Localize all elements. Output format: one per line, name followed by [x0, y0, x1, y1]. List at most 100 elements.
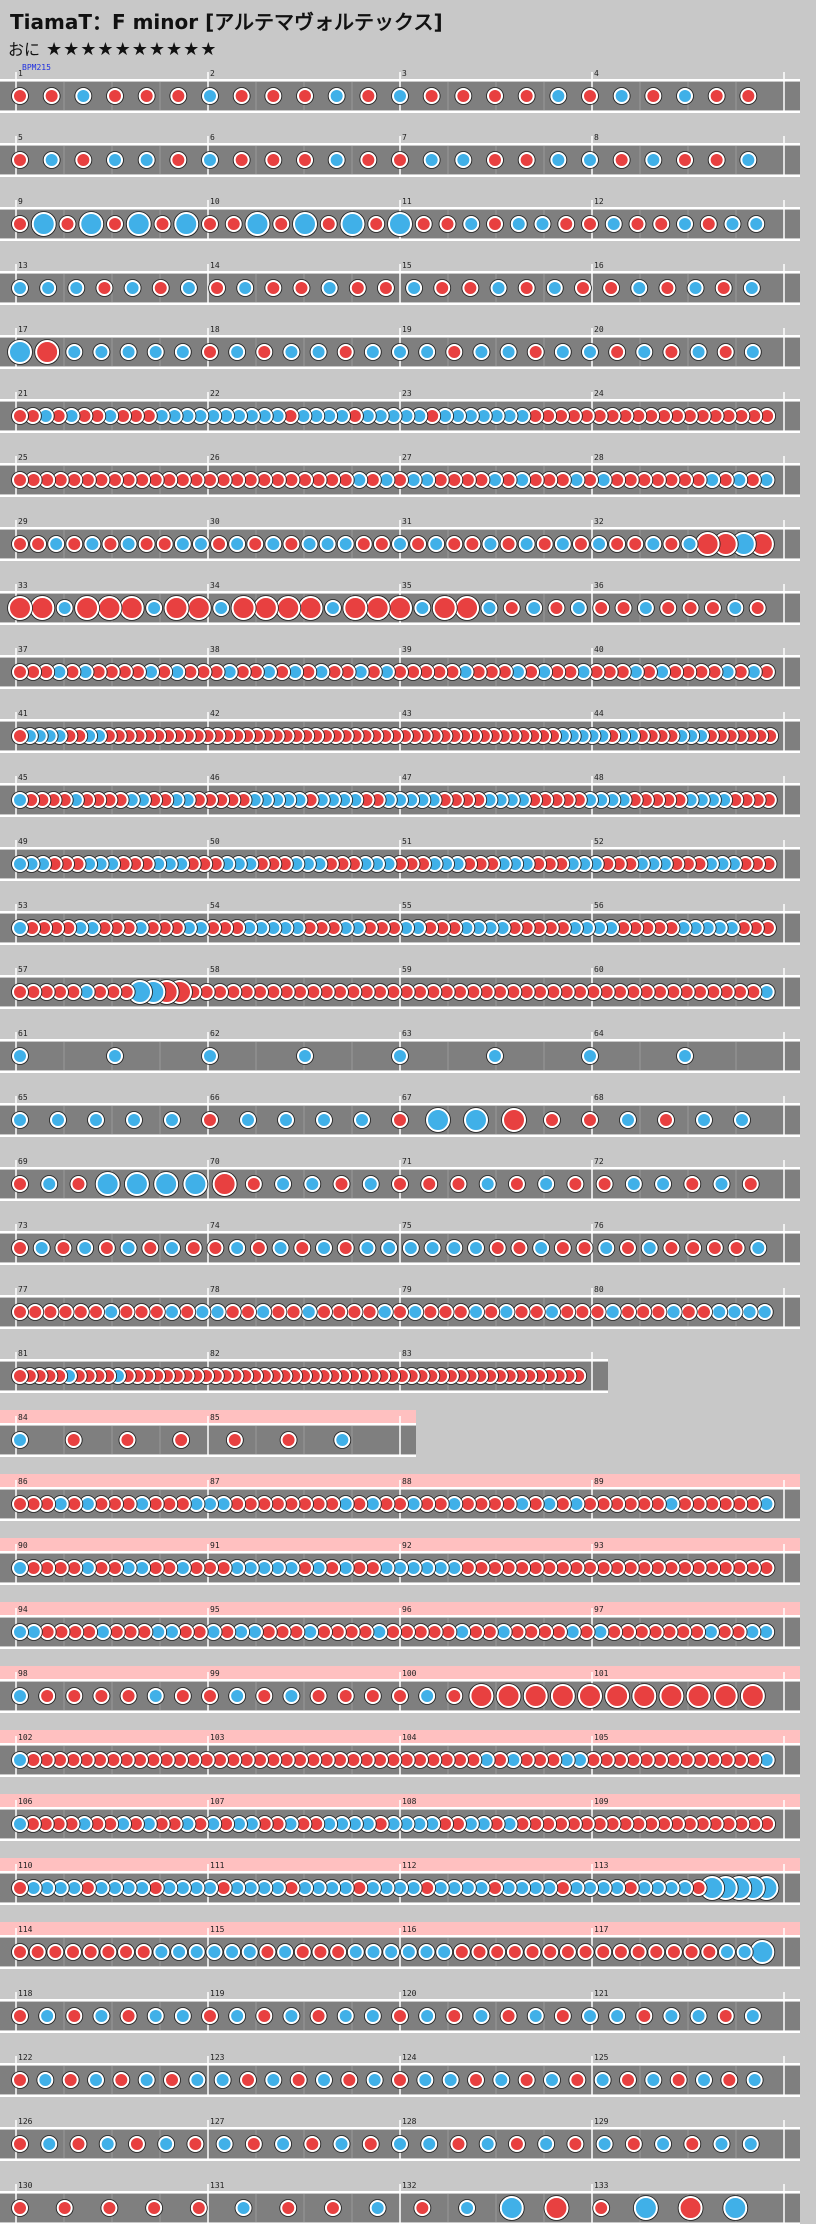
- chart-row: 57 58 59 60: [0, 965, 800, 1009]
- ka-note: [645, 152, 662, 168]
- note-outline: [74, 595, 100, 621]
- note-outline: [498, 2195, 525, 2221]
- note-outline: [327, 87, 346, 105]
- note-outline: [137, 87, 156, 105]
- note-outline: [134, 1943, 153, 1961]
- don-note: [225, 216, 242, 232]
- note-outline: [445, 1687, 464, 1705]
- ka-note: [150, 1624, 167, 1640]
- note-outline: [173, 343, 192, 361]
- measure-number: 52: [594, 837, 604, 846]
- note-outline: [201, 1111, 219, 1129]
- ka-note: [233, 1624, 250, 1640]
- measure-number: 55: [402, 901, 412, 910]
- note-outline: [173, 2007, 192, 2025]
- ka-note: [8, 340, 32, 364]
- note-outline: [654, 2135, 672, 2153]
- don-note: [392, 2072, 408, 2088]
- note-outline: [119, 1239, 138, 1257]
- measure-number: 11: [402, 197, 412, 206]
- don-note: [209, 280, 226, 296]
- don-note: [66, 1688, 83, 1704]
- note-outline: [626, 535, 645, 553]
- don-note: [164, 2072, 180, 2088]
- don-note: [337, 1688, 354, 1704]
- note-outline: [157, 2135, 176, 2153]
- don-note: [508, 2136, 525, 2152]
- ka-note: [39, 2008, 56, 2024]
- ka-note: [138, 152, 155, 168]
- note-outline: [353, 1111, 371, 1129]
- ka-note: [756, 1304, 773, 1320]
- ka-note: [748, 216, 765, 232]
- ka-note: [417, 2072, 434, 2088]
- ka-note: [544, 2072, 560, 2088]
- don-note: [544, 1112, 560, 1128]
- don-note: [202, 1112, 218, 1128]
- ka-note: [359, 1240, 376, 1256]
- ka-note: [138, 2072, 155, 2088]
- ka-note: [154, 1172, 179, 1196]
- ka-note: [570, 600, 587, 616]
- ka-note: [88, 2072, 104, 2088]
- don-note: [96, 280, 113, 296]
- note-outline: [581, 151, 599, 169]
- note-outline: [594, 1943, 613, 1961]
- don-note: [633, 1624, 650, 1640]
- note-outline: [364, 1943, 383, 1961]
- ka-note: [337, 2008, 354, 2024]
- note-outline: [418, 2007, 437, 2025]
- note-outline: [64, 1431, 83, 1449]
- don-note: [65, 1432, 82, 1448]
- note-outline: [11, 727, 29, 745]
- ka-note: [171, 1944, 188, 1960]
- don-note: [146, 2200, 163, 2216]
- note-outline: [486, 215, 504, 233]
- don-note: [207, 1240, 224, 1256]
- don-note: [721, 2072, 738, 2088]
- note-outline: [401, 1239, 420, 1257]
- ka-note: [645, 536, 662, 552]
- note-outline: [604, 1683, 631, 1709]
- ka-note: [734, 1112, 750, 1128]
- note-outline: [629, 1943, 648, 1961]
- note-outline: [125, 1111, 143, 1129]
- note-outline: [644, 151, 663, 169]
- note-outline: [445, 343, 464, 361]
- don-note: [256, 2008, 273, 2024]
- measure-number: 57: [18, 965, 28, 974]
- chart-row: 37 38 39 40: [0, 645, 800, 689]
- ka-note: [406, 280, 423, 296]
- ka-note: [328, 88, 345, 104]
- don-note: [670, 2072, 687, 2088]
- don-note: [212, 1172, 237, 1196]
- ka-note: [604, 1304, 621, 1320]
- don-note: [625, 2136, 642, 2152]
- don-note: [42, 1304, 59, 1320]
- ka-note: [324, 600, 341, 616]
- don-note: [93, 1688, 110, 1704]
- don-note: [392, 2008, 408, 2024]
- measure-number: 106: [18, 1797, 33, 1806]
- ka-note: [183, 1172, 208, 1196]
- note-outline: [11, 2071, 29, 2089]
- note-outline: [11, 2199, 29, 2217]
- measure-number: 24: [594, 389, 604, 398]
- measure-number: 72: [594, 1157, 604, 1166]
- don-note: [686, 1684, 711, 1708]
- ka-note: [364, 344, 381, 360]
- ka-note: [43, 152, 60, 168]
- note-outline: [236, 279, 255, 297]
- note-outline: [373, 535, 391, 553]
- note-outline: [123, 279, 142, 297]
- ka-note: [213, 600, 230, 616]
- note-outline: [413, 599, 432, 617]
- note-outline: [720, 2071, 739, 2089]
- don-note: [658, 1112, 674, 1128]
- ka-note: [237, 280, 254, 296]
- don-note: [12, 472, 28, 488]
- note-outline: [141, 1239, 160, 1257]
- note-outline: [745, 2071, 764, 2089]
- note-outline: [315, 2071, 333, 2089]
- note-outline: [163, 1111, 181, 1129]
